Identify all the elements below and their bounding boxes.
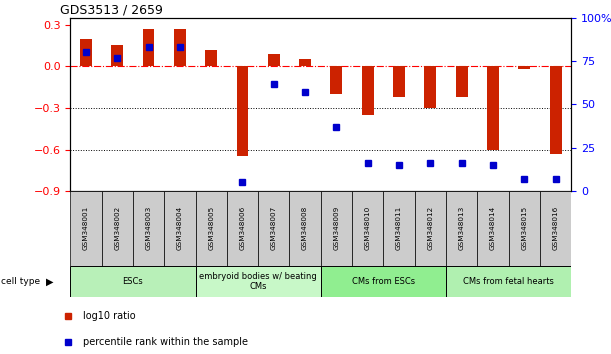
FancyBboxPatch shape [196,191,227,266]
Text: log10 ratio: log10 ratio [83,311,136,321]
Text: GSM348014: GSM348014 [490,206,496,251]
FancyBboxPatch shape [540,191,571,266]
Text: GSM348015: GSM348015 [521,206,527,251]
Text: ▶: ▶ [46,276,53,286]
FancyBboxPatch shape [352,191,384,266]
Bar [205,50,217,66]
FancyBboxPatch shape [446,191,477,266]
Bar [111,45,123,66]
Bar [456,66,467,97]
Text: GSM348005: GSM348005 [208,206,214,251]
Text: percentile rank within the sample: percentile rank within the sample [83,337,248,347]
FancyBboxPatch shape [164,191,196,266]
Bar [362,66,374,115]
Bar [487,66,499,149]
Bar [393,66,405,97]
Text: CMs from fetal hearts: CMs from fetal hearts [463,277,554,286]
Text: GSM348016: GSM348016 [552,206,558,251]
Text: cell type: cell type [1,277,40,286]
FancyBboxPatch shape [101,191,133,266]
Bar [550,66,562,154]
FancyBboxPatch shape [258,191,290,266]
FancyBboxPatch shape [227,191,258,266]
FancyBboxPatch shape [70,191,101,266]
Bar [425,66,436,108]
FancyBboxPatch shape [290,191,321,266]
Text: ESCs: ESCs [123,277,143,286]
Text: GSM348003: GSM348003 [145,206,152,251]
FancyBboxPatch shape [196,266,321,297]
FancyBboxPatch shape [477,191,509,266]
FancyBboxPatch shape [509,191,540,266]
Text: GSM348012: GSM348012 [427,206,433,251]
FancyBboxPatch shape [384,191,415,266]
Bar [299,59,311,66]
Text: GSM348011: GSM348011 [396,206,402,251]
Text: embryoid bodies w/ beating
CMs: embryoid bodies w/ beating CMs [199,272,317,291]
Bar [142,29,155,66]
Text: GSM348008: GSM348008 [302,206,308,251]
Text: GSM348013: GSM348013 [459,206,465,251]
Bar [174,29,186,66]
Bar [236,66,249,156]
FancyBboxPatch shape [70,266,196,297]
Text: GSM348006: GSM348006 [240,206,246,251]
FancyBboxPatch shape [446,266,571,297]
Bar [268,54,280,66]
Text: GSM348001: GSM348001 [83,206,89,251]
FancyBboxPatch shape [133,191,164,266]
Text: GSM348002: GSM348002 [114,206,120,251]
Text: GSM348010: GSM348010 [365,206,371,251]
FancyBboxPatch shape [321,266,446,297]
Bar [331,66,342,94]
FancyBboxPatch shape [321,191,352,266]
Text: GSM348004: GSM348004 [177,206,183,251]
Text: GSM348007: GSM348007 [271,206,277,251]
Bar [80,39,92,66]
Text: CMs from ESCs: CMs from ESCs [352,277,415,286]
Bar [518,66,530,69]
Text: GDS3513 / 2659: GDS3513 / 2659 [60,4,163,17]
FancyBboxPatch shape [415,191,446,266]
Text: GSM348009: GSM348009 [334,206,340,251]
